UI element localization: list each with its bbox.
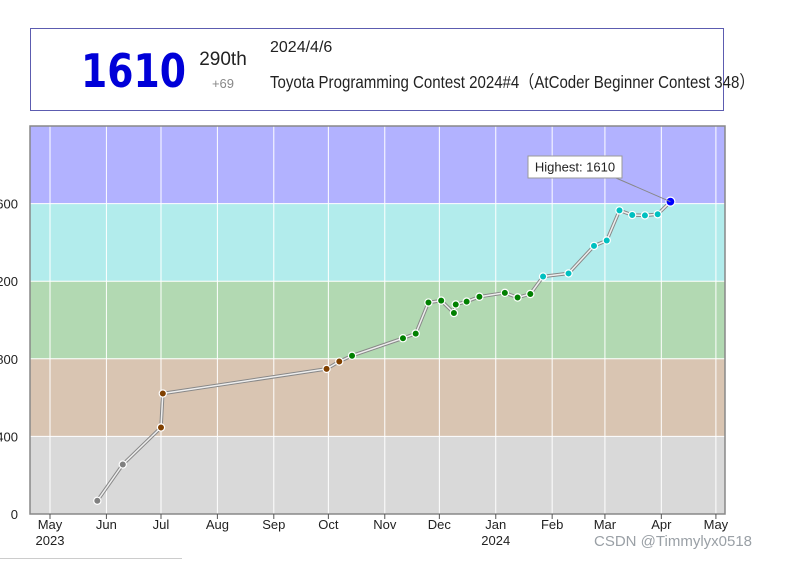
y-tick-label-2: 800 [0, 352, 18, 367]
x-tick-label-6: Nov [373, 517, 397, 532]
x-tick-label-4: Sep [262, 517, 285, 532]
data-point [449, 308, 459, 318]
x-tick-label-7: Dec [428, 517, 452, 532]
rating-diff: +69 [211, 76, 235, 91]
data-point [615, 206, 624, 215]
annotation-leader [615, 177, 671, 203]
data-point [462, 297, 471, 306]
x-tick-label-12: May [704, 517, 729, 532]
data-point [589, 241, 599, 251]
data-point [335, 357, 344, 366]
data-point [526, 289, 535, 299]
x-tick-label-2: Jul [153, 517, 170, 532]
data-point [424, 298, 433, 307]
data-point [156, 423, 166, 432]
contest-name[interactable]: Toyota Programming Contest 2024#4（AtCode… [270, 72, 755, 92]
contest-info-panel: 1610 290th +69 2024/4/6 Toyota Programmi… [30, 28, 754, 111]
x-tick-label-1: Jun [96, 517, 117, 532]
annotation-box [527, 155, 623, 179]
x-tick-label-3: Aug [206, 517, 229, 532]
x-tick-label-11: Apr [651, 517, 672, 532]
data-point [322, 364, 331, 374]
data-point [500, 288, 510, 298]
x-tick-label-9: Feb [541, 517, 563, 532]
x-tick-label-8: Jan [485, 517, 506, 532]
data-point [628, 210, 637, 220]
rating-band-0 [30, 436, 725, 514]
x-tick-year-8: 2024 [481, 533, 510, 548]
data-point [602, 236, 611, 245]
annotation-label: Highest: 1610 [535, 160, 615, 175]
rating-value: 1610 [81, 44, 186, 98]
watermark: CSDN @Timmylyx0518 [594, 533, 753, 550]
y-tick-label-3: 1200 [0, 274, 18, 289]
data-point [118, 460, 127, 469]
data-point [451, 300, 460, 309]
data-point [158, 389, 168, 398]
x-tick-label-5: Oct [318, 517, 339, 532]
data-point [411, 329, 420, 338]
data-point [564, 269, 573, 278]
x-tick-year-0: 2023 [36, 533, 65, 548]
y-tick-label-1: 400 [0, 429, 18, 444]
contest-date: 2024/4/6 [270, 39, 333, 56]
x-tick-label-0: May [38, 517, 63, 532]
chart-frame [29, 125, 726, 515]
data-point [436, 296, 446, 305]
data-point [93, 496, 102, 506]
y-tick-label-0: 0 [11, 507, 18, 522]
scrollbar-track[interactable] [0, 558, 182, 563]
data-point [538, 272, 548, 281]
rating-band-3 [30, 203, 725, 282]
data-point [513, 293, 522, 302]
data-point [347, 351, 357, 360]
contest-place: 290th [199, 49, 247, 70]
x-tick-label-10: Mar [594, 517, 617, 532]
data-point [398, 334, 408, 343]
y-tick-label-4: 1600 [0, 197, 18, 212]
data-point [653, 210, 662, 219]
data-point [475, 292, 484, 301]
rating-band-1 [30, 358, 725, 437]
data-point [640, 211, 650, 220]
